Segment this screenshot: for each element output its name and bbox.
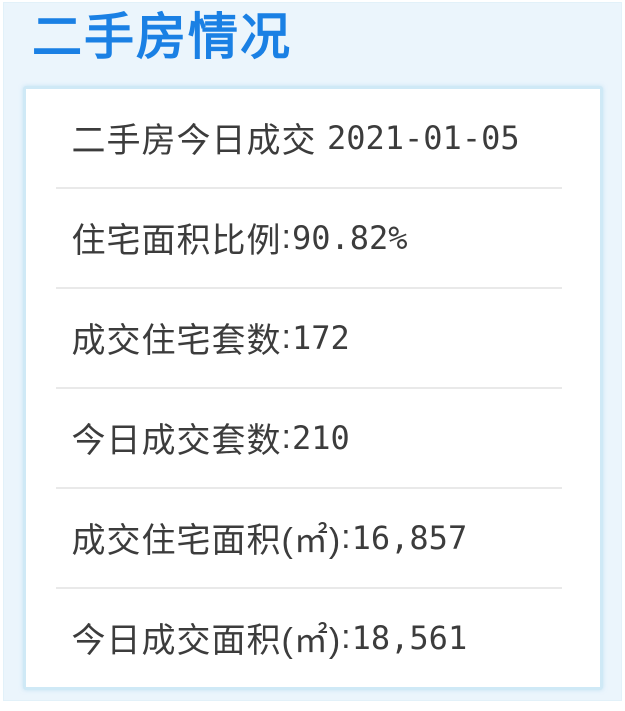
stat-separator <box>317 118 327 157</box>
stat-separator: : <box>281 218 292 256</box>
row-divider <box>55 286 562 289</box>
stats-card: 二手房今日成交 2021-01-05 住宅面积比例:90.82% 成交住宅套数:… <box>22 85 603 690</box>
stat-separator: : <box>281 318 292 356</box>
stat-label: 二手房今日成交 <box>71 122 317 160</box>
stat-label: 成交住宅套数 <box>71 322 282 360</box>
second-hand-housing-panel: 二手房情况 二手房今日成交 2021-01-05 住宅面积比例:90.82% 成… <box>3 2 622 701</box>
row-divider <box>55 386 562 389</box>
stat-separator: : <box>281 418 292 456</box>
residential-area-ratio-value: 90.82% <box>291 218 408 257</box>
stat-row-residential-units-sold: 成交住宅套数:172 <box>26 289 600 387</box>
today-area-sold-value: 18,561 <box>351 618 468 657</box>
stat-row-report-date: 二手房今日成交 2021-01-05 <box>26 89 600 187</box>
stat-separator: : <box>341 518 352 556</box>
row-divider <box>55 586 562 589</box>
report-date-value: 2021-01-05 <box>326 118 520 157</box>
today-units-sold-value: 210 <box>291 418 350 457</box>
panel-title: 二手房情况 <box>32 9 292 65</box>
stat-label: 今日成交套数 <box>71 422 282 460</box>
residential-area-sold-value: 16,857 <box>351 518 468 557</box>
stat-row-residential-area-ratio: 住宅面积比例:90.82% <box>26 189 600 287</box>
stat-row-residential-area-sold: 成交住宅面积(㎡):16,857 <box>26 489 600 587</box>
stat-separator: : <box>341 618 352 656</box>
row-divider <box>55 486 562 489</box>
row-divider <box>55 186 562 189</box>
stat-label: 今日成交面积(㎡) <box>71 622 342 660</box>
stat-row-today-area-sold: 今日成交面积(㎡):18,561 <box>26 589 600 687</box>
residential-units-sold-value: 172 <box>291 318 350 357</box>
stat-label: 住宅面积比例 <box>71 222 282 260</box>
stat-label: 成交住宅面积(㎡) <box>71 522 342 560</box>
stat-row-today-units-sold: 今日成交套数:210 <box>26 389 600 487</box>
